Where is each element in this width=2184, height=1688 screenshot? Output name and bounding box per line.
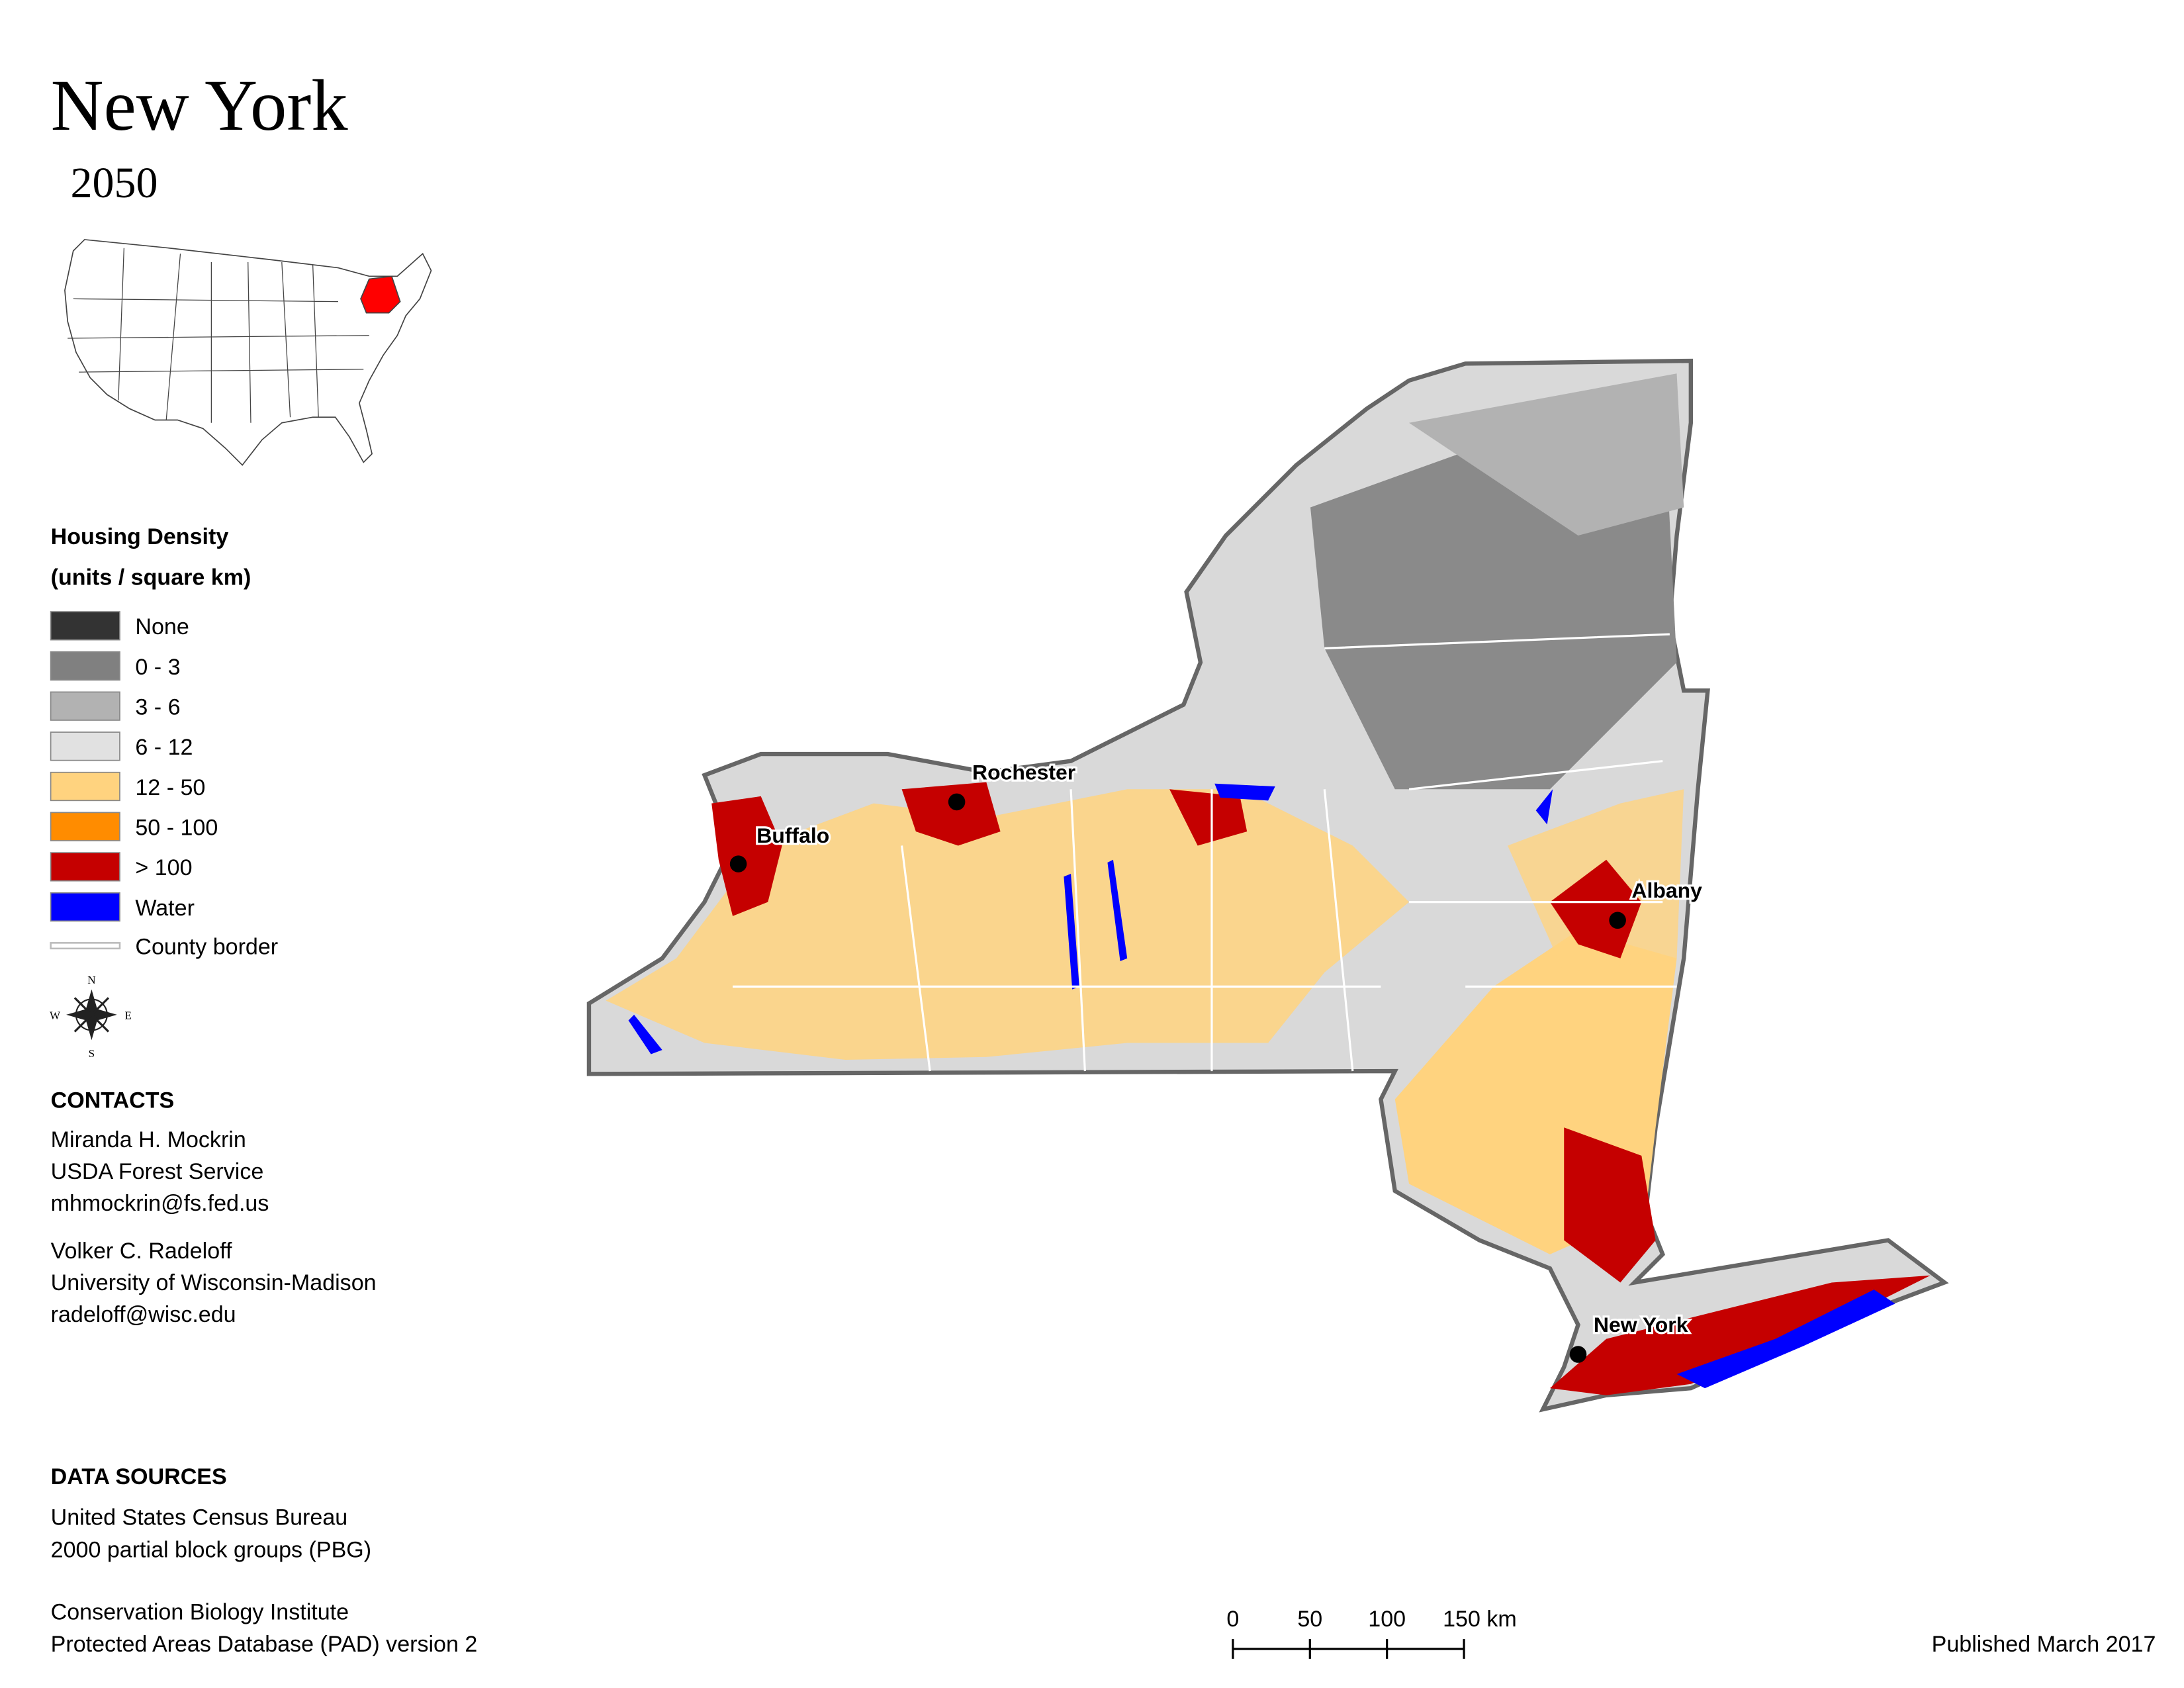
contact-line: University of Wisconsin-Madison [51,1270,377,1295]
published-note: Published March 2017 [1932,1632,2156,1657]
source-line: 2000 partial block groups (PBG) [51,1538,371,1563]
legend-label: None [135,614,189,639]
legend-label: Water [135,896,195,921]
city-label: Albany [1631,878,1702,902]
contact-line: radeloff@wisc.edu [51,1302,236,1327]
contact-line: Volker C. Radeloff [51,1239,232,1264]
legend-border-swatch [50,942,121,950]
source-line: United States Census Bureau [51,1505,348,1530]
scale-label: 100 [1368,1607,1406,1632]
compass-letter: N [87,974,95,986]
source-line: Conservation Biology Institute [51,1599,349,1624]
legend-swatch [50,771,120,802]
legend-swatch [50,812,120,841]
legend-swatch [50,852,120,882]
scale-label: 150 km [1443,1607,1517,1632]
legend-label: 50 - 100 [135,815,218,840]
legend-subtitle: (units / square km) [51,565,251,590]
compass-letter: E [125,1009,132,1021]
legend-label: > 100 [135,855,192,880]
city-label: Rochester [972,760,1075,784]
state-map [586,358,1949,1413]
compass-letter: W [50,1009,61,1021]
legend-title: Housing Density [51,524,229,549]
legend-swatch [50,691,120,721]
contact-line: Miranda H. Mockrin [51,1127,246,1152]
city-dot [1609,912,1626,929]
map-subtitle: 2050 [70,159,158,207]
legend-swatch [50,892,120,922]
legend-label: 6 - 12 [135,735,193,760]
compass-diagonals [73,997,110,1033]
contact-line: USDA Forest Service [51,1159,264,1184]
city-dot [1569,1346,1587,1363]
legend-label: 0 - 3 [135,655,180,680]
legend-swatch [50,651,120,681]
compass-ring [75,998,108,1031]
city-label: New York [1594,1313,1688,1336]
source-line: Protected Areas Database (PAD) version 2 [51,1632,478,1657]
city-label: Buffalo [756,823,829,847]
legend-label: 12 - 50 [135,775,205,800]
compass-letter: S [89,1047,95,1060]
contacts-heading: CONTACTS [51,1088,175,1113]
legend-label: 3 - 6 [135,694,180,720]
us-inset-map [64,239,432,466]
city-dot [948,793,966,811]
data-sources-heading: DATA SOURCES [51,1464,227,1489]
map-title: New York [51,64,349,146]
legend-label: County border [135,934,278,959]
contact-line: mhmockrin@fs.fed.us [51,1191,269,1216]
city-dot [729,855,747,872]
scale-label: 0 [1226,1607,1239,1632]
legend-swatch [50,611,120,641]
legend-swatch [50,731,120,761]
scale-label: 50 [1297,1607,1322,1632]
